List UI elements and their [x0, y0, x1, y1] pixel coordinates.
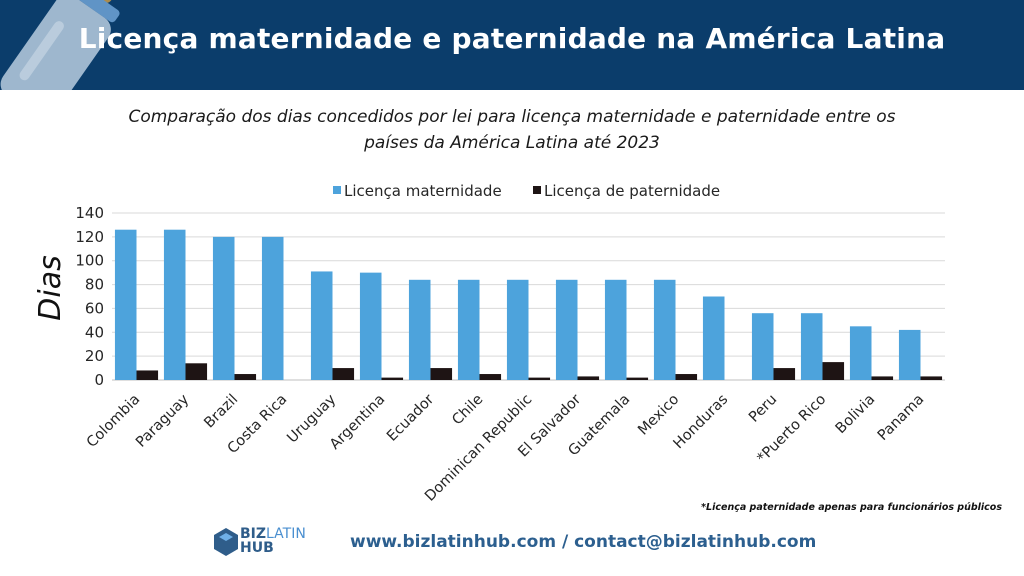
logo-text-latin: LATIN [266, 526, 306, 542]
bar-maternity [555, 279, 578, 380]
y-tick-label: 0 [94, 371, 104, 389]
logo-mark-icon [214, 528, 238, 556]
y-tick-label: 60 [85, 299, 104, 317]
bar-paternity [430, 368, 453, 380]
bar-maternity [359, 272, 382, 380]
x-tick-label: Bolivia [833, 392, 879, 438]
y-tick-label: 120 [75, 228, 104, 246]
baby-bottle-icon [0, 0, 120, 90]
bar-paternity [577, 376, 600, 380]
y-tick-label: 40 [85, 323, 104, 341]
x-tick-label: Ecuador [384, 391, 437, 444]
chart-subtitle: Comparação dos dias concedidos por lei p… [128, 107, 896, 153]
bar-paternity [332, 368, 355, 380]
legend-label-paternity: Licença de paternidade [544, 182, 720, 200]
bar-maternity [800, 313, 823, 380]
bar-maternity [457, 279, 480, 380]
x-tick-label: Peru [746, 392, 780, 426]
header-banner: Licença maternidade e paternidade na Amé… [0, 0, 1024, 90]
x-tick-label: Brazil [201, 392, 241, 432]
x-tick-label: Colombia [84, 392, 143, 451]
bar-maternity [310, 271, 333, 380]
bar-paternity [626, 377, 649, 380]
bar-maternity [114, 229, 137, 380]
chart-legend: Licença maternidade Licença de paternida… [333, 182, 720, 200]
bar-maternity [408, 279, 431, 380]
bar-paternity [773, 368, 796, 380]
bar-paternity [920, 376, 943, 380]
bar-maternity [751, 313, 774, 380]
bar-paternity [871, 376, 894, 380]
bar-maternity [506, 279, 529, 380]
x-tick-label: Panama [875, 392, 927, 444]
x-tick-label: Mexico [635, 391, 682, 438]
legend-label-maternity: Licença maternidade [344, 182, 502, 200]
x-tick-label: Chile [449, 391, 486, 428]
bar-paternity [528, 377, 551, 380]
bar-paternity [479, 374, 502, 380]
legend-swatch-maternity [333, 186, 341, 194]
bar-maternity [898, 329, 921, 380]
bar-maternity [604, 279, 627, 380]
footnote: *Licença paternidade apenas para funcion… [701, 502, 1002, 513]
logo-text-biz: BIZ [240, 526, 267, 542]
logo-text-hub: HUB [240, 540, 274, 556]
contact-info: www.bizlatinhub.com / contact@bizlatinhu… [350, 532, 817, 552]
bar-paternity [675, 374, 698, 380]
bar-maternity [653, 279, 676, 380]
bar-paternity [234, 374, 257, 380]
bar-maternity [212, 236, 235, 380]
x-tick-label: Paraguay [133, 391, 192, 450]
y-tick-label: 100 [75, 252, 104, 270]
bar-maternity [163, 229, 186, 380]
legend-swatch-paternity [533, 186, 541, 194]
bar-maternity [702, 296, 725, 380]
page-title: Licença maternidade e paternidade na Amé… [78, 22, 946, 55]
bar-maternity [849, 326, 872, 380]
y-axis-label: Dias [33, 255, 68, 320]
bar-paternity [381, 377, 404, 380]
y-tick-label: 140 [75, 204, 104, 222]
bar-paternity [136, 370, 159, 380]
y-tick-label: 20 [85, 347, 104, 365]
bar-maternity [261, 236, 284, 380]
bar-paternity [185, 363, 208, 380]
y-tick-label: 80 [85, 276, 104, 294]
bizlatinhub-logo: BIZLATIN HUB [214, 524, 324, 560]
bar-paternity [822, 362, 845, 380]
